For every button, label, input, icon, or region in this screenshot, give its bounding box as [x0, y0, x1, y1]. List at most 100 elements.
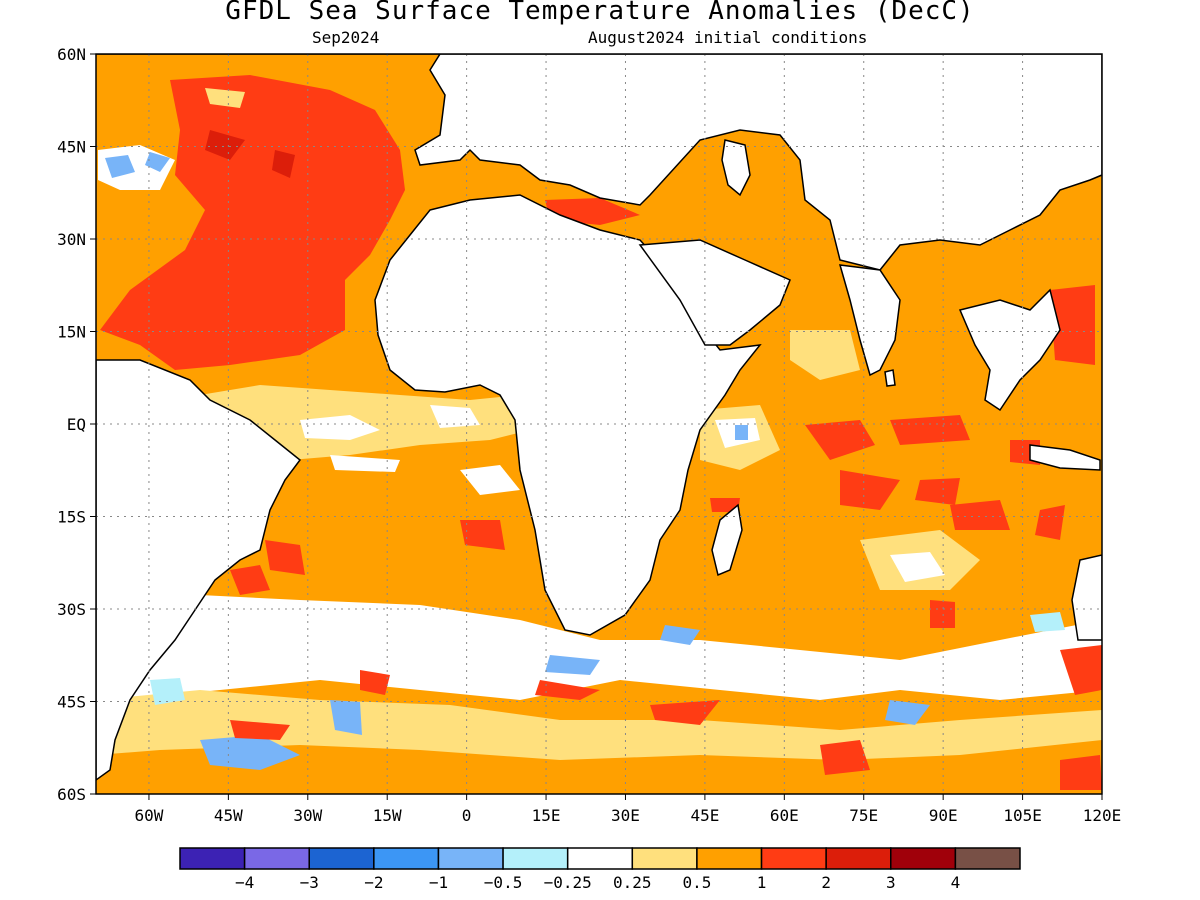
land-masses: [96, 54, 1102, 781]
indian-ocean-warm-patch: [805, 420, 875, 460]
south-atlantic-warm-patch: [265, 540, 305, 575]
colorbar-swatch: [954, 847, 1021, 870]
longitude-tick-label: 75E: [849, 806, 878, 825]
tropical-atlantic-neutral-band: [430, 405, 480, 428]
colorbar-label: 1: [757, 873, 767, 892]
southern-ocean-cool-patch: [1030, 612, 1065, 632]
colorbar-swatch: [696, 847, 763, 870]
colorbar-label: 0.25: [613, 873, 652, 892]
southern-ocean-cool-patch: [545, 655, 600, 675]
latitude-tick-label: 60S: [57, 785, 86, 804]
colorbar-swatch: [373, 847, 440, 870]
colorbar-label: 3: [886, 873, 896, 892]
southern-ocean-warm-patch: [535, 680, 600, 700]
australia-land: [1071, 554, 1102, 641]
tropical-atlantic-neutral-band: [300, 415, 380, 440]
north-atlantic-hot-spot: [272, 150, 295, 178]
nw-atlantic-cool-patch: [145, 152, 170, 172]
indian-subcontinent: [838, 264, 901, 377]
latitude-tick-label: 45N: [57, 138, 86, 157]
colorbar-label: −4: [235, 873, 254, 892]
sri-lanka-island: [884, 369, 896, 387]
latitude-tick-label: 30N: [57, 230, 86, 249]
colorbar-label: 2: [821, 873, 831, 892]
longitude-tick-label: 45W: [214, 806, 243, 825]
caspian-sea: [721, 139, 751, 197]
colorbar-label: −0.25: [544, 873, 592, 892]
colorbar-swatch: [825, 847, 892, 870]
colorbar-swatch: [631, 847, 698, 870]
nw-atlantic-cool-patch: [205, 88, 245, 108]
indian-ocean-warm-patch: [950, 500, 1010, 530]
colorbar-swatch: [243, 847, 310, 870]
southeast-asia-land: [958, 288, 1061, 412]
indian-ocean-neutral-patch: [890, 552, 945, 582]
southern-ocean-warm-patch: [230, 720, 290, 740]
colorbar-swatch: [437, 847, 504, 870]
axis-ticks: 60N 45N 30N 15N EQ 15S 30S 45S 60S 60W 45W 30W 15W 0 1…: [57, 45, 1121, 825]
africa-eurasia-land: [96, 54, 1102, 271]
colorbar: −4 −3 −2 −1 −0.5 −0.25 0.25 0.5 1 2 3 4: [179, 847, 1021, 892]
longitude-tick-label: 60E: [770, 806, 799, 825]
south-atlantic-warm-patch: [230, 565, 270, 595]
latitude-tick-label: 45S: [57, 693, 86, 712]
colorbar-swatch: [760, 847, 827, 870]
southern-ocean-warm-patch: [1060, 645, 1102, 695]
madagascar-island: [711, 503, 743, 577]
southern-ocean-warm-patch: [360, 670, 390, 695]
longitude-tick-label: 15W: [373, 806, 402, 825]
longitude-tick-label: 60W: [134, 806, 163, 825]
longitude-tick-label: 15E: [532, 806, 561, 825]
colorbar-swatch: [308, 847, 375, 870]
southern-ocean-cool-patch: [150, 678, 185, 705]
tropical-atlantic-neutral-band: [460, 465, 520, 495]
chart-title: GFDL Sea Surface Temperature Anomalies (…: [225, 0, 975, 26]
colorbar-label: −3: [300, 873, 319, 892]
nw-atlantic-cool-patch: [105, 155, 135, 178]
colorbar-label: −0.5: [484, 873, 523, 892]
tropical-atlantic-neutral-band: [330, 455, 400, 472]
colorbar-label: −2: [364, 873, 383, 892]
longitude-tick-label: 0: [462, 806, 472, 825]
southern-ocean-warm-patch: [650, 700, 720, 725]
arabian-peninsula: [638, 239, 791, 346]
forecast-month: Sep2024: [312, 28, 380, 47]
latitude-tick-label: 60N: [57, 45, 86, 64]
latitude-tick-label: 15N: [57, 323, 86, 342]
indian-ocean-warm-patch: [1050, 285, 1095, 365]
colorbar-label: 0.5: [682, 873, 711, 892]
south-america-land: [96, 359, 302, 781]
indonesia-islands: [1029, 444, 1101, 471]
indian-ocean-warm-patch: [840, 470, 900, 510]
southern-ocean-warm-patch: [930, 600, 955, 628]
longitude-tick-label: 120E: [1083, 806, 1122, 825]
southern-ocean-warm-patch: [820, 740, 870, 775]
colorbar-label: 4: [951, 873, 961, 892]
indian-ocean-warm-patch: [915, 478, 960, 505]
colorbar-swatch: [890, 847, 957, 870]
colorbar-swatch: [179, 847, 246, 870]
initial-conditions: August2024 initial conditions: [588, 28, 868, 47]
latitude-tick-label: EQ: [67, 415, 86, 434]
southern-ocean-cool-patch: [200, 735, 300, 770]
indian-ocean-neutral-patch: [790, 330, 860, 380]
indian-ocean-warm-patch: [1035, 505, 1065, 540]
longitude-tick-label: 45E: [690, 806, 719, 825]
latitude-tick-label: 30S: [57, 600, 86, 619]
north-atlantic-hot-spot: [205, 130, 245, 160]
longitude-tick-label: 30W: [293, 806, 322, 825]
north-atlantic-warm-region: [100, 75, 405, 370]
graticule: [96, 54, 1102, 794]
southern-ocean-cool-patch: [660, 625, 700, 645]
southern-ocean-warm-patch: [1060, 755, 1102, 790]
indian-ocean-cool-patch: [735, 425, 748, 440]
indian-ocean-warm-patch: [890, 415, 970, 445]
southern-ocean-cool-patch: [330, 700, 362, 735]
longitude-tick-label: 30E: [611, 806, 640, 825]
longitude-tick-label: 105E: [1003, 806, 1042, 825]
colorbar-swatch: [566, 847, 634, 870]
colorbar-swatch: [502, 847, 569, 870]
colorbar-label: −1: [429, 873, 448, 892]
southern-ocean-cool-patch: [885, 700, 930, 725]
south-atlantic-warm-patch: [460, 520, 505, 550]
